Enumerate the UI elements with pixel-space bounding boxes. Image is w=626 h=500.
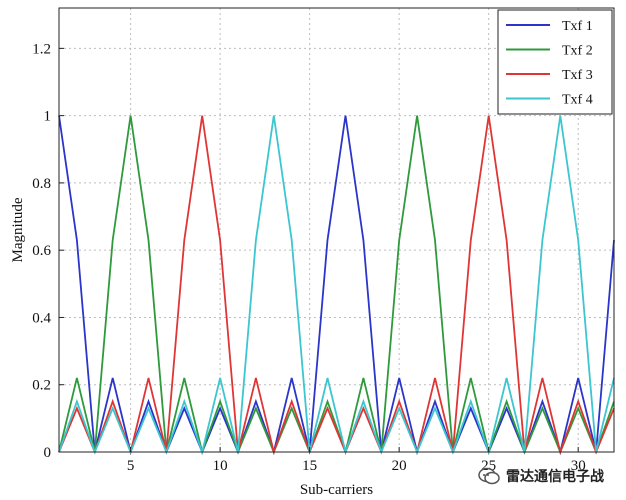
x-tick-label: 30: [571, 458, 586, 474]
x-axis-label: Sub-carriers: [300, 482, 373, 498]
series-line-3: [58, 115, 615, 456]
y-tick-label: 1: [44, 109, 52, 125]
legend-label: Txf 2: [562, 44, 593, 59]
x-tick-label: 20: [392, 458, 407, 474]
plot-frame: [58, 7, 615, 453]
x-tick-label: 10: [213, 458, 228, 474]
legend-box: [497, 9, 613, 115]
y-tick-label: 0.8: [32, 176, 51, 192]
watermark-text: 雷达通信电子战: [506, 469, 604, 485]
x-tick-label: 15: [302, 458, 317, 474]
legend: Txf 1 Txf 2 Txf 3 Txf 4: [497, 9, 613, 115]
x-tick-label: 5: [127, 458, 135, 474]
y-tick-label: 1.2: [32, 41, 51, 57]
y-tick-label: 0: [44, 445, 52, 461]
legend-label: Txf 4: [562, 93, 593, 108]
y-tick-label: 0.4: [32, 310, 51, 326]
legend-label: Txf 3: [562, 68, 593, 83]
series-lines: [58, 115, 615, 456]
legend-label: Txf 1: [562, 19, 593, 34]
series-line-4: [58, 115, 615, 456]
y-tick-label: 0.2: [32, 378, 51, 394]
series-line-2: [58, 115, 615, 456]
y-tick-label: 0.6: [32, 243, 51, 259]
y-axis-label: Magnitude: [10, 197, 26, 262]
watermark: 雷达通信电子战: [478, 466, 604, 486]
chat-bubble-icon: [478, 467, 500, 485]
